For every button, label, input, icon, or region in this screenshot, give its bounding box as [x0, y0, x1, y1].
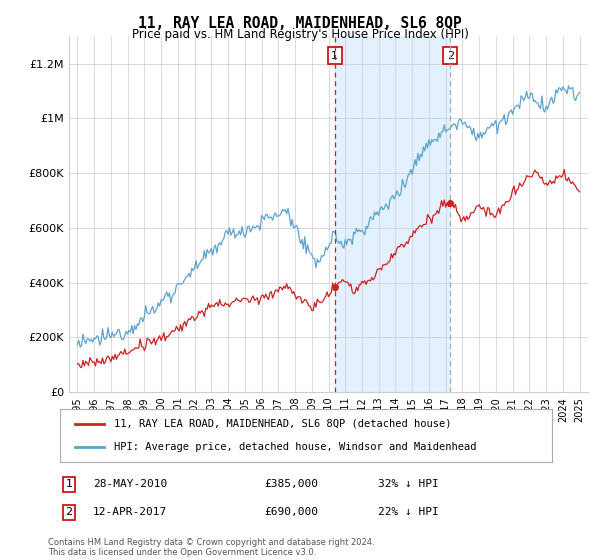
Text: Price paid vs. HM Land Registry's House Price Index (HPI): Price paid vs. HM Land Registry's House …: [131, 28, 469, 41]
Text: 12-APR-2017: 12-APR-2017: [93, 507, 167, 517]
Text: £690,000: £690,000: [264, 507, 318, 517]
Text: 11, RAY LEA ROAD, MAIDENHEAD, SL6 8QP (detached house): 11, RAY LEA ROAD, MAIDENHEAD, SL6 8QP (d…: [114, 419, 452, 429]
Text: 32% ↓ HPI: 32% ↓ HPI: [378, 479, 439, 489]
Text: 2: 2: [446, 50, 454, 60]
Text: 28-MAY-2010: 28-MAY-2010: [93, 479, 167, 489]
Text: 11, RAY LEA ROAD, MAIDENHEAD, SL6 8QP: 11, RAY LEA ROAD, MAIDENHEAD, SL6 8QP: [138, 16, 462, 31]
Text: HPI: Average price, detached house, Windsor and Maidenhead: HPI: Average price, detached house, Wind…: [114, 442, 476, 452]
Text: 2: 2: [65, 507, 73, 517]
Text: £385,000: £385,000: [264, 479, 318, 489]
Text: 22% ↓ HPI: 22% ↓ HPI: [378, 507, 439, 517]
Bar: [335, 36, 450, 392]
Text: Contains HM Land Registry data © Crown copyright and database right 2024.
This d: Contains HM Land Registry data © Crown c…: [48, 538, 374, 557]
Text: 1: 1: [65, 479, 73, 489]
Text: 1: 1: [331, 50, 338, 60]
